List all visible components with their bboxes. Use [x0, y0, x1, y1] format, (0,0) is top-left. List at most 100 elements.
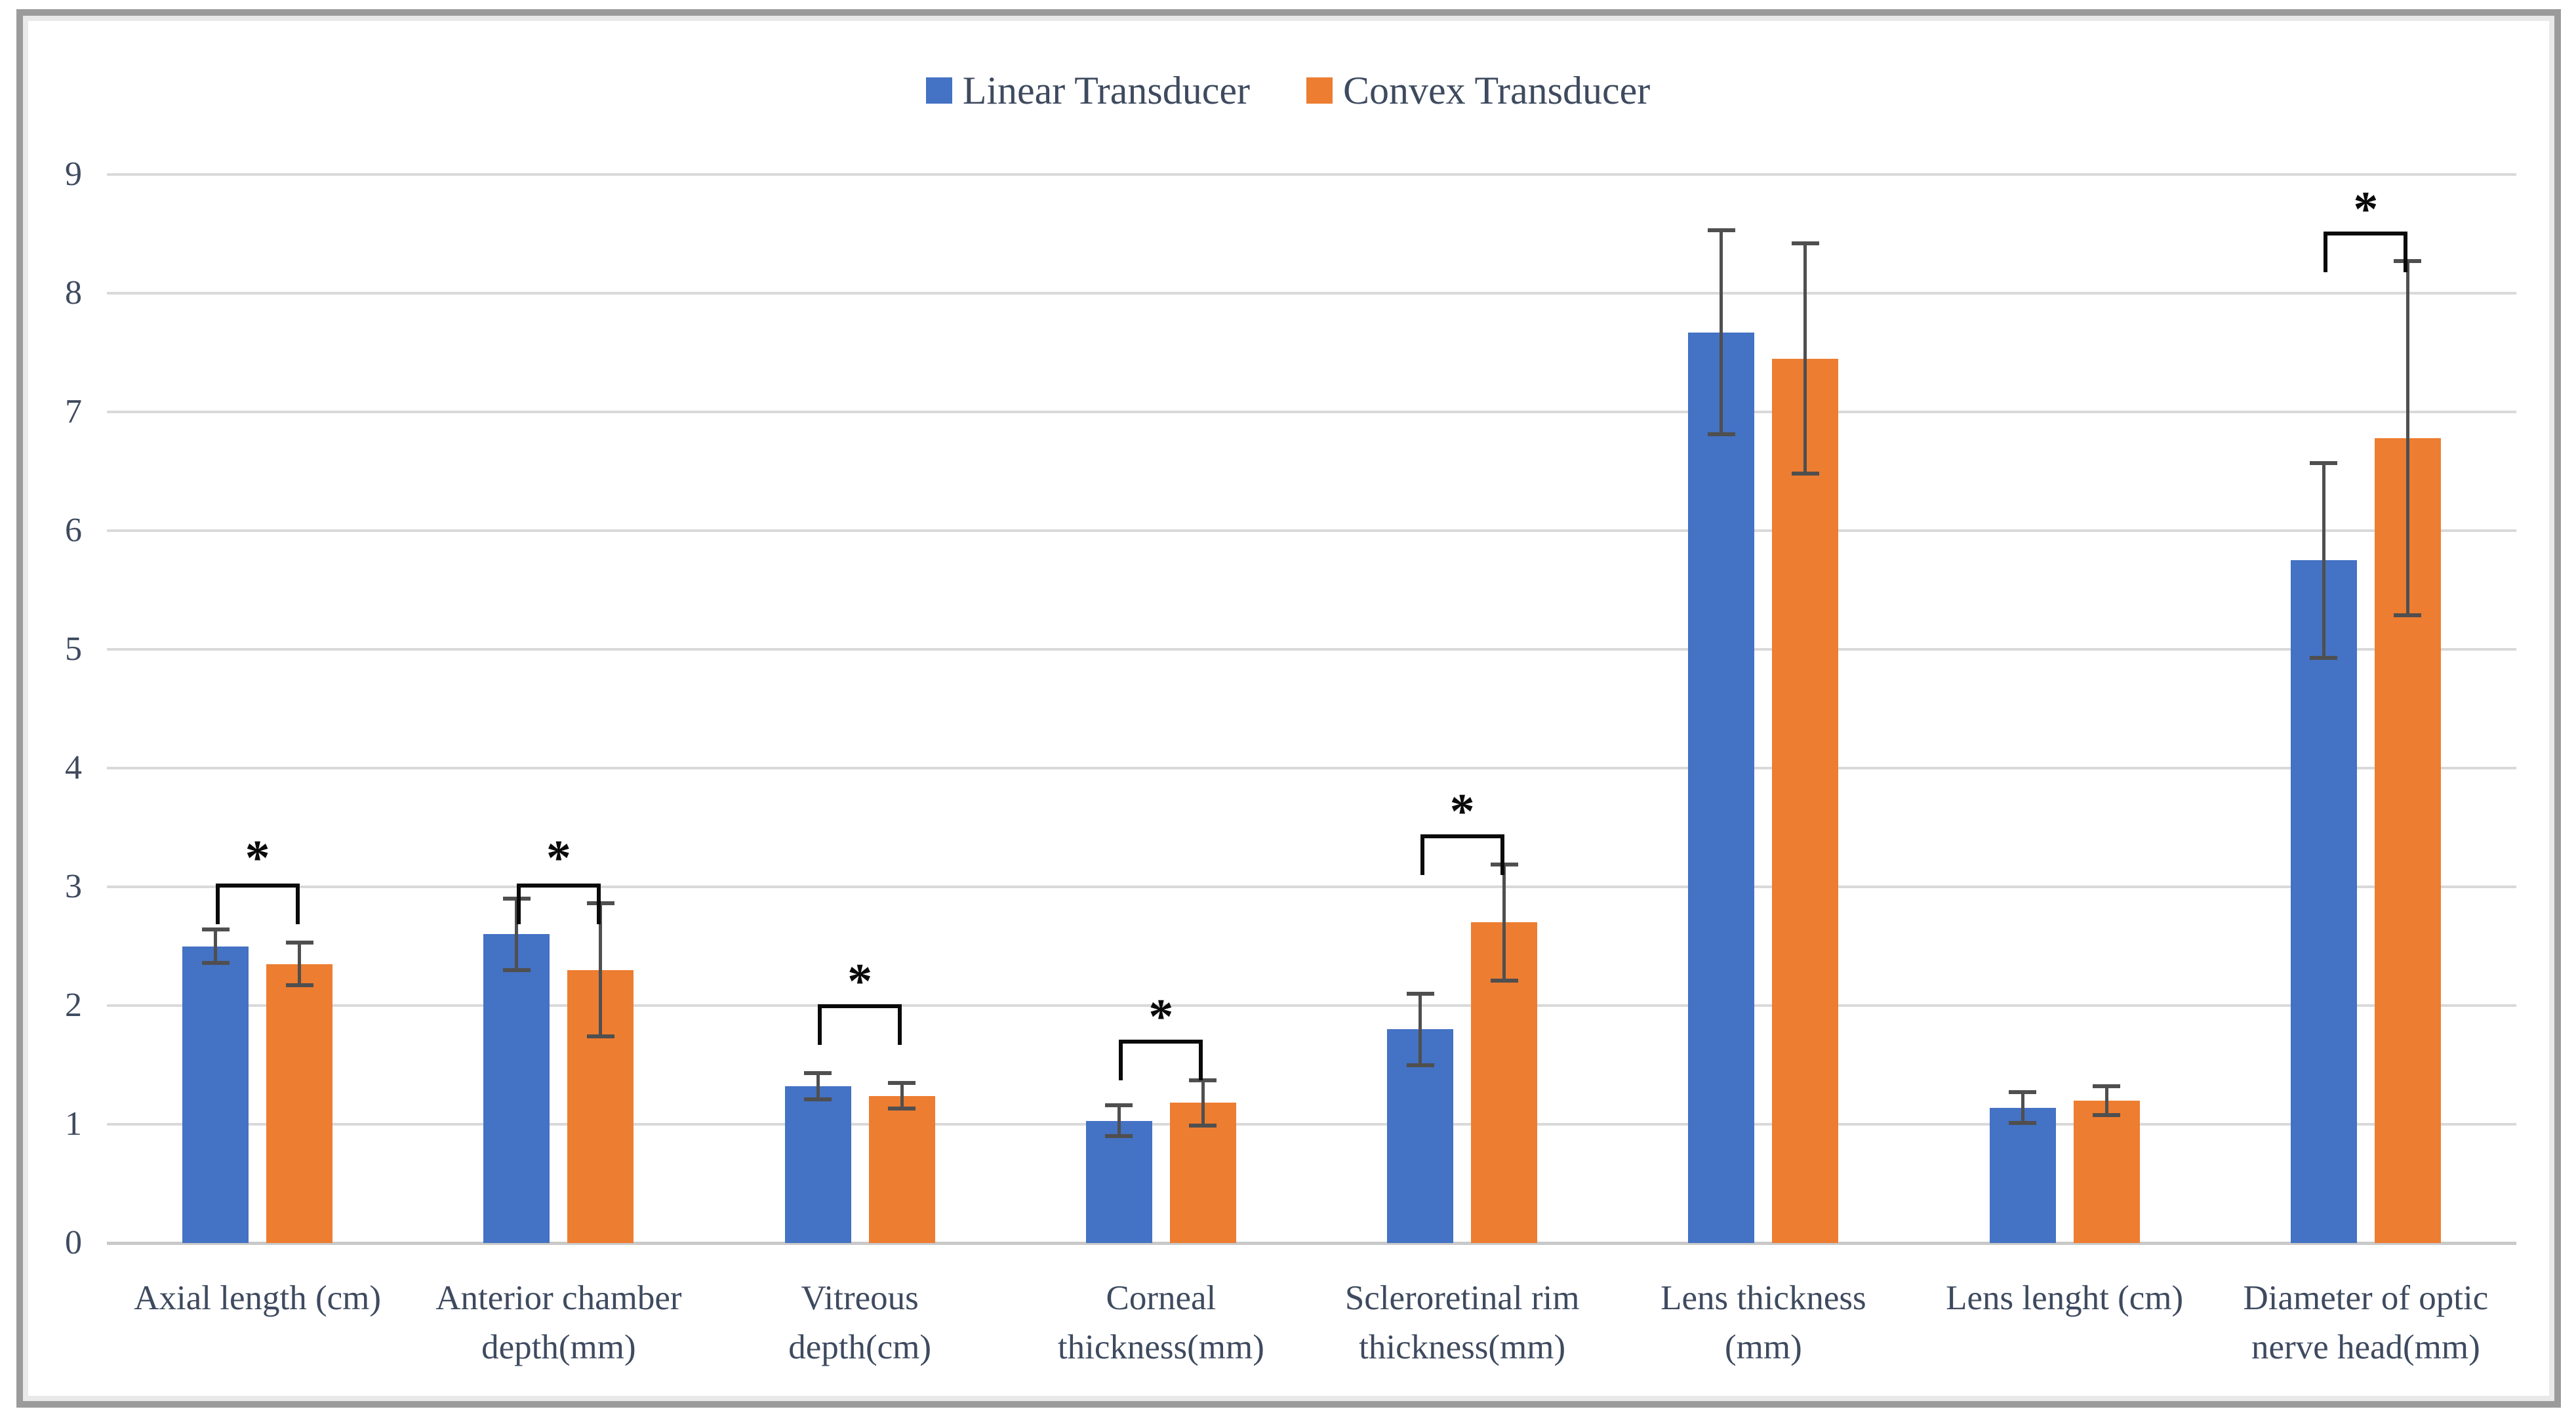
error-bar-top-cap [2093, 1084, 2121, 1089]
significance-asterisk: * [1449, 784, 1475, 840]
error-bar-line [1803, 243, 1807, 474]
significance-asterisk: * [847, 953, 873, 1009]
x-axis-category-label: Anterior chamber depth(mm) [435, 1279, 682, 1366]
legend-label-linear: Linear Transducer [962, 69, 1250, 112]
bar-convex-transducer [1772, 358, 1839, 1243]
error-bar-top-cap [1105, 1103, 1133, 1108]
significance-bracket [1119, 1040, 1203, 1044]
significance-bracket-end [1500, 834, 1504, 876]
y-axis-tick-label: 2 [65, 987, 82, 1024]
y-axis-tick-label: 3 [65, 868, 82, 905]
y-axis-tick-label: 8 [65, 274, 82, 312]
gridline [107, 767, 2516, 769]
error-bar-line [214, 929, 218, 963]
gridline [107, 886, 2516, 888]
bar-linear-transducer [182, 946, 249, 1243]
significance-asterisk: * [2353, 182, 2379, 237]
x-axis-line [107, 1242, 2516, 1245]
bar-convex-transducer [266, 964, 333, 1243]
legend-label-convex: Convex Transducer [1342, 69, 1651, 112]
plot-area: * * * * * * [107, 173, 2516, 1245]
error-bar-top-cap [2394, 259, 2422, 264]
error-bar-top-cap [1490, 862, 1518, 866]
error-bar-top-cap [888, 1080, 916, 1085]
y-axis-tick-label: 6 [65, 512, 82, 549]
legend-swatch-linear-icon [925, 77, 952, 104]
bar-convex-transducer [2073, 1100, 2140, 1243]
error-bar-bottom-cap [2009, 1121, 2037, 1126]
significance-bracket-end [215, 883, 220, 924]
error-bar-top-cap [1189, 1078, 1217, 1083]
error-bar-line [2322, 462, 2325, 658]
error-bar-line [900, 1082, 904, 1109]
significance-bracket-end [295, 883, 300, 924]
y-axis-tick-label: 4 [65, 749, 82, 786]
x-axis-category-label: Scleroretinal rim thickness(mm) [1344, 1279, 1580, 1366]
x-axis-category-label: Lens thickness (mm) [1660, 1279, 1866, 1366]
y-axis-tick-label: 9 [65, 155, 82, 193]
error-bar-line [1201, 1080, 1205, 1126]
legend-item-linear: Linear Transducer [925, 69, 1250, 112]
bar-linear-transducer [1688, 332, 1755, 1243]
x-axis-category-label: Diameter of optic nerve head(mm) [2243, 1279, 2489, 1366]
error-bar-bottom-cap [1105, 1134, 1133, 1139]
x-axis-category-label: Axial length (cm) [134, 1279, 382, 1317]
error-bar-top-cap [1707, 228, 1735, 233]
y-axis-tick-label: 1 [65, 1105, 82, 1143]
gridline [107, 292, 2516, 295]
bar-linear-transducer [1989, 1107, 2056, 1243]
significance-bracket [215, 883, 300, 887]
error-bar-line [2104, 1086, 2108, 1115]
error-bar-bottom-cap [1189, 1123, 1217, 1128]
significance-asterisk: * [245, 830, 270, 886]
x-axis-category-label: Lens lenght (cm) [1946, 1279, 2184, 1317]
significance-bracket [2324, 231, 2408, 235]
significance-bracket [818, 1004, 902, 1009]
significance-bracket-end [898, 1004, 902, 1046]
significance-asterisk: * [546, 830, 571, 886]
legend-item-convex: Convex Transducer [1306, 71, 1650, 110]
significance-bracket-end [596, 883, 601, 924]
y-axis-tick-label: 0 [65, 1224, 82, 1261]
error-bar-line [515, 899, 519, 970]
error-bar-line [1419, 993, 1422, 1065]
bar-linear-transducer [2290, 560, 2357, 1243]
error-bar-top-cap [1406, 991, 1434, 996]
gridline [107, 1004, 2516, 1007]
error-bar-bottom-cap [1490, 978, 1518, 983]
chart-legend: Linear Transducer Convex Transducer [0, 71, 2576, 110]
y-axis-tick-label: 5 [65, 630, 82, 668]
bar-linear-transducer [483, 934, 550, 1243]
error-bar-top-cap [1791, 241, 1819, 245]
error-bar-bottom-cap [586, 1034, 614, 1039]
error-bar-line [2021, 1092, 2024, 1124]
significance-bracket-end [1199, 1040, 1203, 1081]
error-bar-line [1117, 1105, 1121, 1137]
significance-bracket [516, 883, 601, 887]
error-bar-top-cap [586, 901, 614, 906]
significance-bracket-end [1119, 1040, 1123, 1081]
error-bar-bottom-cap [2093, 1112, 2121, 1117]
error-bar-bottom-cap [804, 1097, 832, 1101]
significance-bracket-end [516, 883, 521, 924]
gridline [107, 529, 2516, 532]
error-bar-bottom-cap [2394, 613, 2422, 617]
x-axis-category-label: Corneal thickness(mm) [1057, 1279, 1264, 1366]
error-bar-bottom-cap [285, 983, 313, 988]
significance-asterisk: * [1148, 989, 1174, 1045]
error-bar-line [1502, 864, 1506, 981]
error-bar-line [2405, 261, 2409, 615]
error-bar-bottom-cap [1406, 1063, 1434, 1067]
error-bar-top-cap [2310, 460, 2338, 465]
gridline [107, 173, 2516, 176]
error-bar-bottom-cap [201, 960, 230, 965]
x-axis-category-label: Vitreous depth(cm) [788, 1279, 932, 1366]
error-bar-bottom-cap [2310, 655, 2338, 660]
y-axis-tick-label: 7 [65, 393, 82, 430]
significance-bracket [1420, 834, 1504, 839]
significance-bracket-end [2404, 231, 2408, 272]
bar-linear-transducer [1085, 1120, 1152, 1243]
gridline [107, 1123, 2516, 1126]
error-bar-line [816, 1073, 820, 1099]
